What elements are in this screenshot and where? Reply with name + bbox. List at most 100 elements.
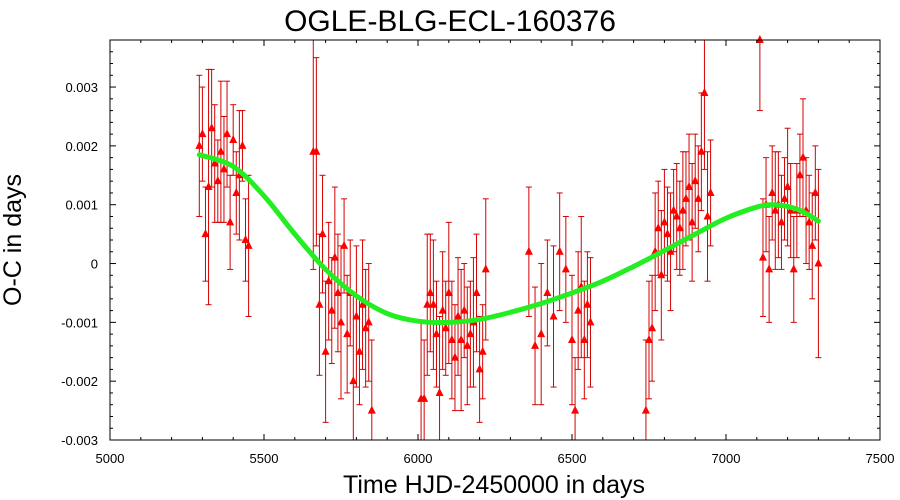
data-point-marker xyxy=(450,352,459,361)
data-point-marker xyxy=(685,182,694,191)
data-point-marker xyxy=(238,140,247,149)
data-point-marker xyxy=(475,364,484,373)
data-point-marker xyxy=(343,329,352,338)
data-point-marker xyxy=(364,317,373,326)
data-point-marker xyxy=(789,264,798,273)
data-point xyxy=(783,127,792,247)
data-point xyxy=(358,239,367,370)
fit-curve xyxy=(196,152,821,325)
y-tick-label: -0.001 xyxy=(61,315,98,330)
data-point xyxy=(232,151,241,235)
data-point xyxy=(537,263,546,406)
data-point xyxy=(657,210,666,341)
x-tick-label: 5000 xyxy=(96,451,125,466)
data-point xyxy=(460,263,469,359)
data-point xyxy=(648,274,657,382)
data-point xyxy=(755,35,764,112)
data-point-marker xyxy=(478,346,487,355)
data-point-marker xyxy=(755,35,764,43)
data-point-marker xyxy=(648,323,657,332)
data-point xyxy=(444,221,453,365)
data-point-marker xyxy=(457,335,466,343)
data-point xyxy=(229,104,238,176)
data-point xyxy=(318,174,327,294)
data-point-marker xyxy=(330,252,339,261)
data-point xyxy=(223,80,232,188)
data-point-marker xyxy=(226,217,235,226)
data-point xyxy=(330,186,339,329)
data-point-marker xyxy=(244,240,253,249)
data-point xyxy=(814,168,823,359)
data-point-marker xyxy=(420,393,429,402)
data-point xyxy=(777,174,786,270)
plot-area xyxy=(195,35,823,441)
data-point xyxy=(691,133,700,229)
data-point xyxy=(561,215,570,323)
data-point-marker xyxy=(466,329,475,338)
data-point xyxy=(432,280,441,388)
data-point xyxy=(226,174,235,270)
data-point-marker xyxy=(669,205,678,214)
data-point-marker xyxy=(426,287,435,296)
data-point-marker xyxy=(324,276,333,285)
data-point-marker xyxy=(441,323,450,332)
data-point xyxy=(219,115,228,223)
data-point-marker xyxy=(555,246,564,255)
y-tick-label: 0 xyxy=(91,257,98,272)
data-point-marker xyxy=(703,211,712,220)
data-point-marker xyxy=(367,405,376,414)
data-point xyxy=(678,151,687,270)
data-point-marker xyxy=(195,140,204,149)
data-point-marker xyxy=(198,129,207,138)
data-point-marker xyxy=(435,387,444,396)
data-point xyxy=(586,257,595,388)
data-point-marker xyxy=(805,217,814,226)
data-point-marker xyxy=(463,340,472,349)
data-point xyxy=(361,268,370,388)
data-point-marker xyxy=(204,182,213,191)
data-point xyxy=(438,251,447,370)
data-point-marker xyxy=(583,299,592,308)
data-point-marker xyxy=(771,205,780,214)
data-point xyxy=(758,198,767,317)
y-tick-label: 0.003 xyxy=(65,80,98,95)
data-point-marker xyxy=(327,305,336,314)
data-point-marker xyxy=(765,264,774,273)
data-point-marker xyxy=(537,329,546,338)
axes-ticks: 5000 5500 6000 6500 7000 7500 0.003 0.002 0.001 0… xyxy=(61,40,894,466)
x-tick-label: 6000 xyxy=(404,451,433,466)
data-point xyxy=(524,186,533,317)
data-point-marker xyxy=(811,187,820,196)
data-point-marker xyxy=(355,346,364,355)
data-point xyxy=(663,186,672,282)
data-point-marker xyxy=(666,246,675,255)
data-point-marker xyxy=(340,240,349,249)
data-point xyxy=(340,198,349,294)
data-point xyxy=(355,298,364,406)
y-tick-label: 0.001 xyxy=(65,198,98,213)
data-point-marker xyxy=(207,123,216,132)
chart-title: OGLE-BLG-ECL-160376 xyxy=(284,5,616,38)
data-point-marker xyxy=(438,305,447,314)
data-point xyxy=(423,233,432,376)
data-point-marker xyxy=(641,405,650,414)
data-point-marker xyxy=(349,376,358,385)
data-point-marker xyxy=(333,287,342,296)
y-tick-label: 0.002 xyxy=(65,139,98,154)
x-tick-label: 6500 xyxy=(558,451,587,466)
data-point-marker xyxy=(229,135,238,143)
data-point-marker xyxy=(795,170,804,179)
data-point xyxy=(645,280,653,400)
data-point-marker xyxy=(663,229,672,238)
data-point-marker xyxy=(315,299,324,308)
data-point-marker xyxy=(460,305,469,314)
data-point-marker xyxy=(358,299,367,308)
data-point xyxy=(583,251,592,359)
data-point-marker xyxy=(758,252,767,261)
data-point-marker xyxy=(660,217,669,226)
data-point xyxy=(568,274,576,406)
data-point xyxy=(799,98,807,217)
data-point xyxy=(324,221,333,341)
data-point-marker xyxy=(808,240,817,249)
